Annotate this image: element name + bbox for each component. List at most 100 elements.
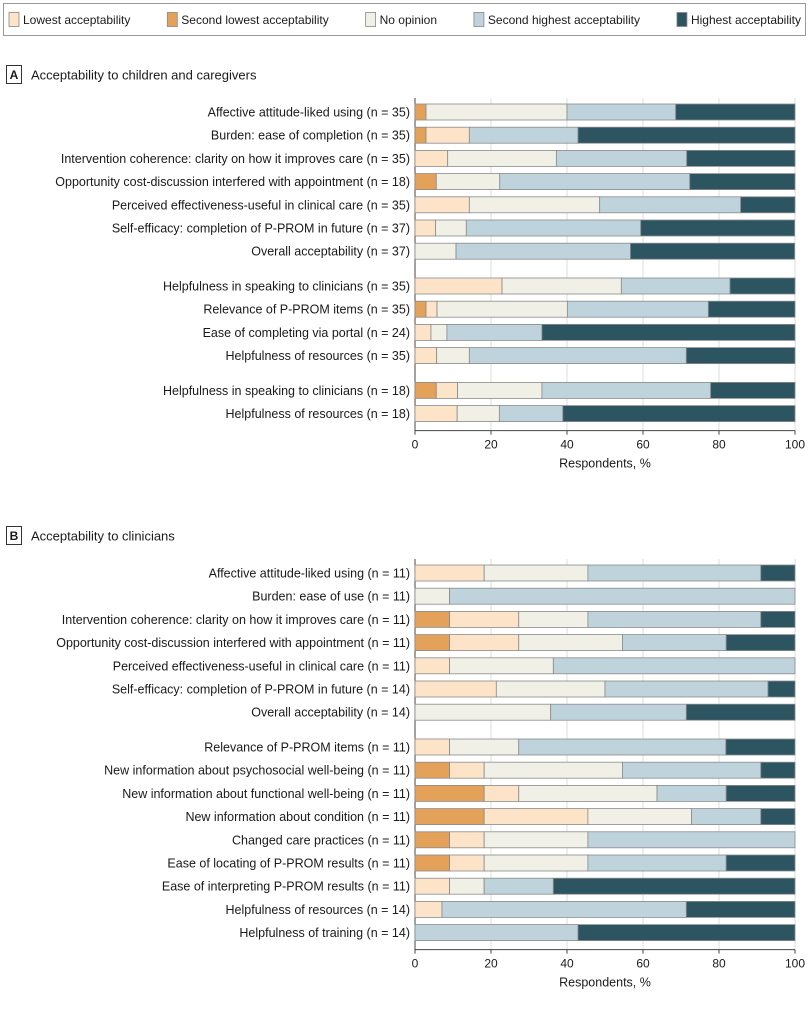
x-tick-label: 0 [412, 438, 419, 452]
bar-segment-second-lowest [414, 611, 450, 628]
bar-segment-second-lowest [414, 634, 450, 651]
bar-segment-lowest [449, 634, 520, 651]
bar-segment-no-opinion [495, 680, 606, 698]
bar-segment-highest [640, 219, 796, 237]
row-label: Perceived effectiveness-useful in clinic… [113, 659, 410, 673]
bar-segment-lowest [414, 657, 450, 675]
row-label: New information about functional well-be… [122, 787, 410, 801]
bar-segment-no-opinion [518, 785, 658, 802]
bar-segment-no-opinion [449, 738, 520, 756]
bar-segment-no-opinion [483, 761, 623, 779]
bar-segment-second-lowest [414, 103, 427, 121]
x-tick-label: 100 [785, 957, 805, 971]
bar-segment-no-opinion [587, 808, 693, 825]
bar-segment-second-highest [587, 611, 762, 628]
row-label: Intervention coherence: clarity on how i… [61, 152, 410, 166]
bar-segment-lowest [414, 149, 449, 167]
row-label: Opportunity cost-discussion interfered w… [55, 175, 410, 189]
bar-segment-second-highest [587, 831, 796, 849]
bar-segment-lowest [414, 680, 497, 698]
panel-letter: A [10, 68, 19, 82]
bar-segment-second-highest [604, 680, 769, 698]
x-tick-label: 40 [560, 438, 574, 452]
x-tick-label: 0 [412, 957, 419, 971]
legend-label-no_opinion: No opinion [380, 13, 437, 27]
row-label: Perceived effectiveness-useful in clinic… [112, 198, 410, 212]
bar-segment-highest [685, 703, 796, 721]
bar-segment-second-highest [599, 196, 742, 214]
bar-segment-second-highest [449, 587, 796, 605]
x-axis-label: Respondents, % [559, 457, 651, 471]
bar-segment-second-highest [552, 657, 796, 675]
row-label: Overall acceptability (n = 14) [251, 706, 410, 720]
x-tick-label: 80 [712, 438, 726, 452]
bar-segment-second-lowest [414, 300, 427, 318]
row-label: Helpfulness of resources (n = 18) [226, 407, 410, 421]
bar-segment-lowest [449, 761, 485, 779]
row-label: Helpfulness of resources (n = 35) [226, 349, 410, 363]
bar-segment-lowest [414, 219, 436, 237]
bar-segment-no-opinion [449, 657, 554, 675]
bar-segment-highest [577, 126, 796, 144]
row-label: Burden: ease of use (n = 11) [252, 590, 410, 604]
bar-segment-lowest [414, 277, 503, 295]
row-label: Changed care practices (n = 11) [232, 833, 410, 847]
row-label: Relevance of P-PROM items (n = 35) [203, 303, 410, 317]
legend-label-second_highest: Second highest acceptability [488, 13, 640, 27]
bar-segment-no-opinion [501, 277, 622, 295]
bar-segment-lowest [425, 300, 438, 318]
row-label: Affective attitude-liked using (n = 11) [209, 567, 410, 581]
legend-swatch-second_highest [473, 12, 485, 27]
bar-segment-highest [707, 300, 796, 318]
x-tick-label: 100 [785, 438, 805, 452]
x-tick-label: 40 [560, 957, 574, 971]
bar-segment-no-opinion [483, 564, 589, 582]
bar-segment-no-opinion [483, 831, 589, 849]
bar-segment-no-opinion [483, 854, 589, 872]
bar-segment-lowest [414, 347, 438, 365]
bar-segment-lowest [449, 854, 485, 872]
bar-segment-no-opinion [435, 173, 501, 191]
panel-title: Acceptability to clinicians [31, 529, 175, 544]
legend-swatch-lowest [8, 12, 20, 27]
bar-segment-second-lowest [414, 761, 450, 779]
bar-segment-lowest [435, 381, 458, 399]
row-label: Helpfulness of resources (n = 14) [226, 903, 410, 917]
bar-segment-no-opinion [456, 405, 500, 423]
bar-segment-no-opinion [457, 381, 543, 399]
legend-swatch-second_lowest [166, 12, 178, 27]
bar-segment-highest [541, 323, 796, 341]
bar-segment-second-highest [446, 323, 543, 341]
legend-swatch-highest [676, 12, 688, 27]
bar-segment-lowest [449, 831, 485, 849]
legend-label-lowest: Lowest acceptability [23, 13, 130, 27]
x-axis-label: Respondents, % [559, 976, 651, 990]
bar-segment-highest [686, 149, 796, 167]
bar-segment-second-lowest [414, 831, 450, 849]
bar-segment-highest [760, 761, 796, 779]
row-label: Overall acceptability (n = 37) [251, 245, 410, 259]
legend-swatch-no_opinion [365, 12, 377, 27]
row-label: Intervention coherence: clarity on how i… [62, 613, 410, 627]
bar-segment-no-opinion [425, 103, 568, 121]
bar-segment-second-lowest [414, 126, 427, 144]
bar-segment-lowest [414, 877, 450, 895]
bar-segment-second-highest [622, 761, 762, 779]
row-label: Burden: ease of completion (n = 35) [211, 129, 410, 143]
bar-segment-lowest [414, 738, 450, 756]
bar-segment-second-highest [566, 103, 677, 121]
bar-segment-second-highest [499, 173, 691, 191]
legend: Lowest acceptability Second lowest accept… [3, 3, 806, 36]
legend-label-second_lowest: Second lowest acceptability [181, 13, 328, 27]
row-label: Helpfulness in speaking to clinicians (n… [163, 384, 410, 398]
bar-segment-lowest [414, 564, 485, 582]
bar-segment-highest [577, 924, 796, 941]
bar-segment-no-opinion [435, 219, 467, 237]
bar-segment-second-highest [691, 808, 762, 825]
x-tick-label: 60 [636, 957, 650, 971]
x-tick-label: 60 [636, 438, 650, 452]
row-label: Self-efficacy: completion of P-PROM in f… [112, 683, 410, 697]
legend-label-highest: Highest acceptability [691, 13, 801, 27]
panel-letter: B [10, 529, 19, 543]
bar-segment-highest [725, 634, 796, 651]
